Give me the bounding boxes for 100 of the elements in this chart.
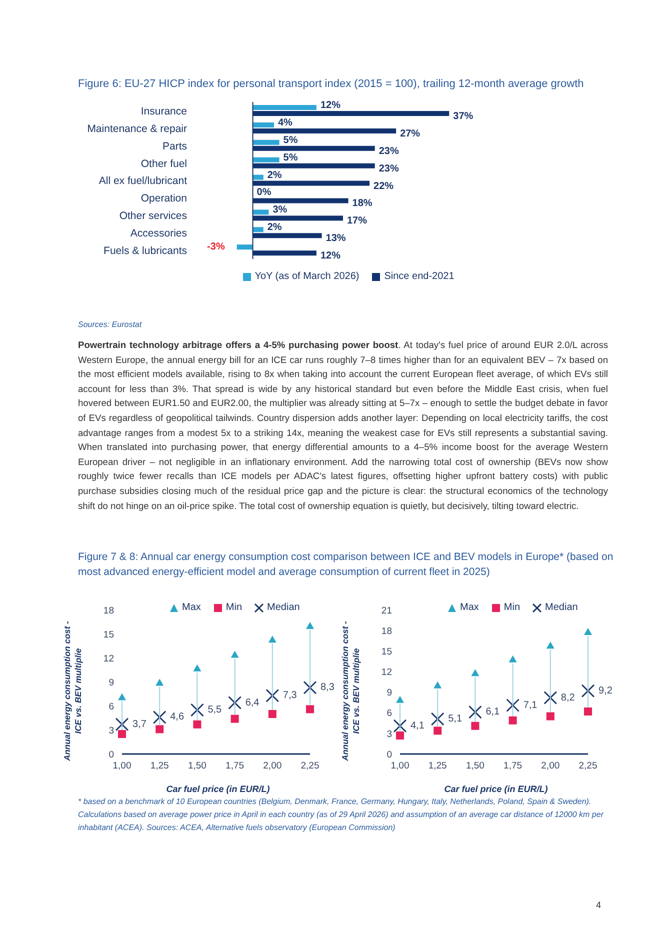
data-label: 37% (453, 111, 474, 122)
point (506, 698, 520, 712)
data-label: 5% (283, 152, 298, 164)
point (471, 669, 480, 676)
data-label: 5,1 (448, 714, 462, 725)
y-tick-label: 15 (103, 629, 114, 640)
y-tick-label: 18 (381, 626, 392, 637)
y-tick-label: 9 (386, 688, 392, 699)
point (546, 642, 554, 649)
bar (236, 244, 253, 250)
y-tick-label: 12 (381, 667, 392, 678)
point (190, 703, 204, 717)
data-label: 0% (256, 187, 272, 198)
point (584, 628, 592, 635)
data-label: 4,6 (170, 712, 184, 723)
point (193, 720, 202, 728)
x-tick-label: 1,00 (112, 760, 132, 772)
point (508, 655, 517, 662)
bar (252, 227, 264, 232)
text: 4 (596, 900, 602, 910)
point (228, 696, 242, 710)
data-label: 3,7 (132, 718, 147, 730)
legend-label: Max (181, 602, 201, 613)
y-tick-label: 6 (386, 708, 392, 720)
text: Figure 7 & 8: Annual car energy consumption cost comparison between ICE and BEV models in Europe* (based on most advanced energy-efficient model and average consumption of current fleet in 2025) (78, 550, 614, 580)
y-tick-label: Other services (119, 210, 187, 222)
y-tick-label: 3 (108, 725, 114, 736)
data-label: 6,4 (245, 697, 260, 708)
point (156, 678, 164, 686)
point (118, 693, 126, 700)
point (396, 731, 404, 740)
data-label: 8,3 (320, 682, 335, 694)
data-label: 4% (278, 117, 293, 128)
x-tick-label: 1,25 (150, 760, 169, 772)
data-label: 3% (272, 204, 288, 216)
data-label: 2% (267, 170, 282, 181)
y-tick-label: 12 (103, 653, 114, 664)
data-label: 5% (283, 134, 298, 146)
y-tick-label: Maintenance & repair (87, 122, 188, 135)
point (266, 688, 280, 702)
data-label: 18% (352, 198, 372, 210)
y-tick-label: 0 (108, 749, 114, 760)
bar (252, 105, 316, 110)
x-tick-label: 1,75 (226, 760, 244, 772)
y-tick-label: 6 (108, 701, 114, 712)
y-tick-label: Accessories (130, 228, 187, 240)
point (230, 714, 239, 723)
point (584, 707, 592, 716)
data-label: 22% (374, 180, 394, 192)
point (508, 716, 517, 724)
point (303, 680, 317, 694)
data-label: 2% (267, 222, 282, 234)
bar (252, 157, 280, 162)
point (268, 636, 276, 643)
y-axis-title: Annual energy consumption cost - ICE vs. BEV multiplie (62, 620, 84, 763)
data-label: 27% (400, 128, 420, 140)
data-label: 23% (378, 163, 399, 174)
point (434, 681, 442, 688)
point (230, 650, 239, 658)
legend-label: Median (266, 602, 300, 613)
point (546, 712, 554, 720)
x-tick-label: 2,25 (578, 760, 598, 772)
point (581, 684, 595, 698)
data-label: 6,1 (486, 706, 500, 718)
point (434, 726, 442, 735)
x-axis-title: Car fuel price (in EUR/L) (165, 784, 271, 794)
y-tick-label: 9 (108, 677, 114, 688)
data-label: 17% (347, 216, 368, 227)
data-label: 7,1 (523, 700, 538, 711)
y-tick-label: All ex fuel/lubricant (98, 175, 188, 188)
x-tick-label: 2,25 (300, 760, 320, 772)
point (471, 722, 480, 730)
point (544, 691, 558, 704)
point (115, 718, 129, 732)
data-label: 8,2 (560, 692, 576, 704)
y-tick-label: 21 (381, 605, 392, 616)
legend-label: Max (459, 602, 479, 613)
data-label: 23% (378, 146, 399, 157)
x-tick-label: 2,00 (263, 760, 282, 772)
x-tick-label: 1,75 (504, 760, 522, 772)
legend-label: Min (502, 602, 520, 613)
bar (252, 210, 269, 215)
legend-label: Min (224, 602, 242, 613)
y-tick-label: Operation (140, 192, 188, 205)
y-tick-label: 0 (386, 749, 392, 760)
point (268, 710, 276, 718)
y-tick-label: 15 (381, 646, 392, 658)
point (306, 705, 314, 714)
y-tick-label: Parts (162, 140, 187, 152)
legend-label: Since end-2021 (383, 271, 454, 282)
text: * based on a benchmark of 10 European countries (Belgium, Denmark, France, Germany, Hungary, Italy, Netherlands, Poland, Spain & Sweden). Calculations based on average power price in April in each country (as of 29 April 2026) and assumption of an average car distance of 12000 km per inhabitant (ACEA). Sources: ACEA, Alternative fuels observatory (European Commission) (78, 796, 605, 834)
data-label: 9,2 (598, 685, 613, 696)
x-tick-label: 1,50 (466, 760, 484, 772)
point (430, 712, 444, 726)
y-tick-label: Other fuel (140, 158, 187, 170)
point (193, 664, 202, 672)
point (393, 719, 407, 733)
x-axis-title: Car fuel price (in EUR/L) (443, 784, 549, 794)
y-tick-label: Insurance (140, 105, 188, 118)
data-label: 12% (320, 250, 341, 262)
